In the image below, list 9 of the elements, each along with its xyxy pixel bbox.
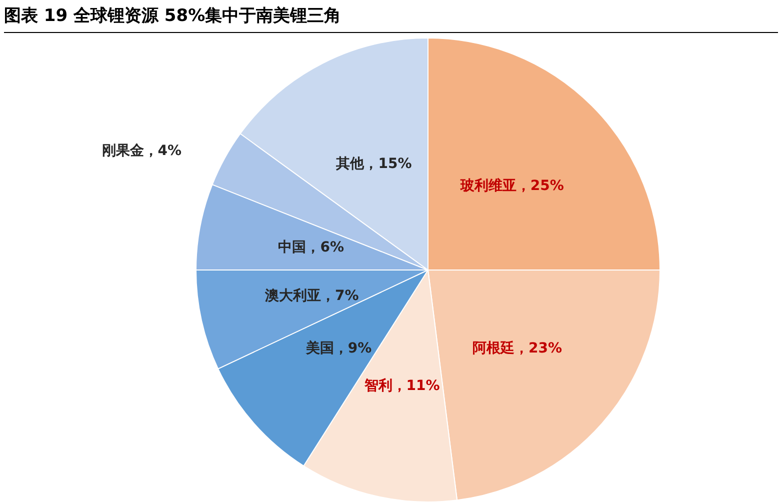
slice-label: 玻利维亚，25% — [459, 176, 564, 194]
slice-label: 中国，6% — [278, 240, 344, 256]
slice-label: 智利，11% — [363, 378, 440, 394]
slice-label: 澳大利亚，7% — [264, 288, 359, 304]
slice-label: 刚果金，4% — [102, 143, 182, 160]
slice-label: 阿根廷，23% — [472, 340, 562, 357]
slice-label: 美国，9% — [304, 340, 372, 357]
chart-title: 图表 19 全球锂资源 58%集中于南美锂三角 — [4, 4, 778, 33]
slice-label: 其他，15% — [335, 156, 412, 172]
